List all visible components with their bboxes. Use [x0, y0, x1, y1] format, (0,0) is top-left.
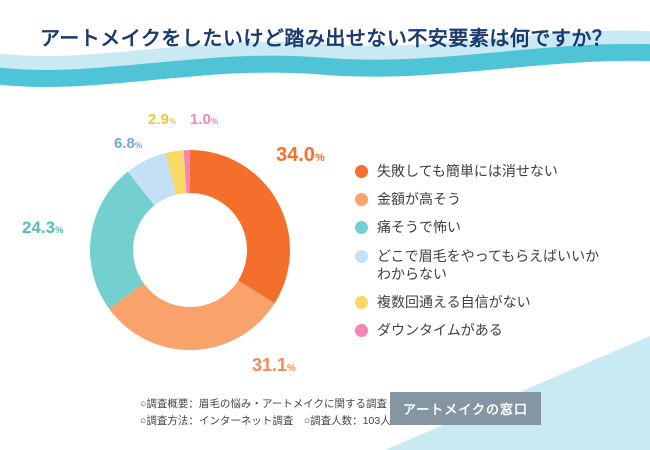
slice-value: 6.8: [114, 135, 135, 152]
survey-note-line: ○調査方法：インターネット調査 ○調査人数：103人: [140, 414, 391, 427]
percent-sign: %: [210, 117, 219, 126]
legend-item: 失敗しても簡単には消せない: [355, 162, 607, 180]
slice-label-2: 2.9%: [148, 111, 176, 128]
survey-notes: ○調査概要：眉毛の悩み・アートメイクに関する調査 ○調査方法：インターネット調査…: [140, 396, 391, 430]
legend-item: どこで眉毛をやってもらえばいいかわからない: [355, 247, 607, 283]
slice-value: 1.0: [190, 111, 211, 128]
donut-slice: [165, 150, 187, 195]
slice-label-24: 24.3%: [22, 218, 63, 238]
donut-slice: [183, 150, 190, 194]
percent-sign: %: [55, 225, 64, 235]
legend-label: ダウンタイムがある: [377, 322, 503, 339]
legend-swatch-icon: [355, 221, 368, 235]
teal-wave: [0, 43, 650, 87]
legend-label: 金額が高そう: [377, 191, 461, 208]
legend-label: 複数回通える自信がない: [377, 293, 531, 310]
slice-value: 24.3: [22, 218, 56, 237]
donut-slice: [190, 150, 291, 304]
percent-sign: %: [287, 363, 296, 374]
legend-item: 痛そうで怖い: [355, 218, 607, 236]
slice-value: 34.0: [276, 144, 315, 166]
donut-chart: [89, 150, 291, 351]
legend-swatch-icon: [355, 165, 368, 178]
slice-value: 31.1: [252, 355, 288, 375]
legend-label: 失敗しても簡単には消せない: [377, 163, 558, 179]
percent-sign: %: [134, 141, 143, 150]
legend-item: 複数回通える自信がない: [355, 293, 607, 311]
legend-item: 金額が高そう: [355, 190, 607, 208]
brand-badge: アートメイクの窓口: [390, 392, 541, 425]
legend-swatch-icon: [355, 324, 368, 338]
page-title: アートメイクをしたいけど踏み出せない不安要素は何ですか？: [40, 28, 613, 50]
percent-sign: %: [168, 117, 177, 126]
percent-sign: %: [314, 152, 325, 164]
slice-label-34: 34.0%: [276, 144, 325, 167]
legend-item: ダウンタイムがある: [355, 321, 607, 339]
slice-label-31: 31.1%: [252, 355, 296, 376]
legend-swatch-icon: [355, 295, 368, 309]
legend-label: どこで眉毛をやってもらえばいいかわからない: [377, 247, 600, 282]
slice-label-1: 1.0%: [190, 111, 218, 128]
donut-slice: [108, 280, 275, 351]
slice-label-6: 6.8%: [114, 135, 142, 152]
legend-label: 痛そうで怖い: [377, 219, 461, 236]
legend-swatch-icon: [355, 249, 368, 263]
slice-value: 2.9: [148, 111, 169, 128]
legend-swatch-icon: [355, 193, 368, 207]
chart-legend: 失敗しても簡単には消せない 金額が高そう 痛そうで怖い どこで眉毛をやってもらえ…: [355, 162, 607, 339]
survey-note-line: ○調査概要：眉毛の悩み・アートメイクに関する調査: [140, 398, 388, 410]
donut-slice: [89, 171, 155, 309]
donut-slice: [127, 152, 177, 206]
